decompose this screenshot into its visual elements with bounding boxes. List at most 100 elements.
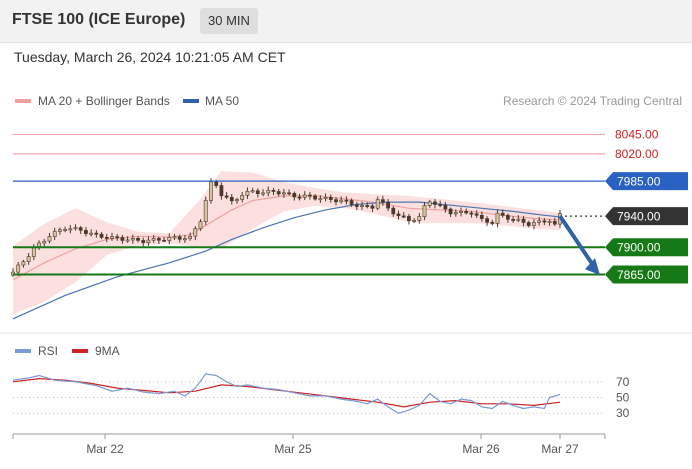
candle-body <box>235 199 239 202</box>
candle-body <box>427 201 432 206</box>
candle-body <box>130 238 135 241</box>
candle <box>209 178 213 204</box>
ma-resistance-label: 7985.00 <box>617 175 661 189</box>
candle-body <box>365 205 370 208</box>
candle-body <box>110 236 114 239</box>
candle <box>157 236 161 245</box>
candle <box>84 227 88 237</box>
candle-body <box>281 192 286 195</box>
candle-body <box>287 192 292 195</box>
candle-body <box>422 205 427 218</box>
candle <box>78 225 83 235</box>
candle <box>125 236 130 243</box>
candle <box>422 201 427 221</box>
candle-body <box>552 221 557 225</box>
candle <box>297 193 302 201</box>
ma9-legend-label: 9MA <box>95 344 120 358</box>
forecast-arrow <box>558 214 600 276</box>
candle <box>386 199 391 212</box>
candle <box>177 234 182 243</box>
price-plot <box>11 171 562 320</box>
forecast-arrow-shaft <box>558 214 595 267</box>
support-label-box <box>605 265 688 284</box>
candle-body <box>177 236 182 240</box>
rsi-legend-label: RSI <box>38 344 58 358</box>
chart-header: FTSE 100 (ICE Europe) 30 MIN <box>0 0 692 43</box>
ma20-legend-label: MA 20 + Bollinger Bands <box>38 94 170 108</box>
candle-body <box>360 205 364 208</box>
candle <box>73 224 78 231</box>
candle-body <box>84 230 88 234</box>
candle <box>396 210 401 220</box>
candle-body <box>375 199 380 209</box>
price-levels: 8045.00 8020.00 7985.00 7940.00 7900.00 7865.… <box>13 127 688 284</box>
candle-body <box>386 201 391 209</box>
level-7940.00: 7940.00 <box>560 207 688 226</box>
candle <box>360 201 364 210</box>
candle-body <box>302 194 307 198</box>
candle-body <box>433 201 437 205</box>
candle-body <box>537 220 542 223</box>
candle-body <box>505 215 510 220</box>
candle <box>505 213 510 223</box>
candle-body <box>141 240 146 243</box>
x-tick-label: Mar 27 <box>541 442 579 456</box>
instrument-title: FTSE 100 (ICE Europe) <box>12 11 186 28</box>
rsi-legend-swatch <box>15 349 31 353</box>
candle-body <box>271 190 276 192</box>
candle-body <box>479 215 484 219</box>
candle-body <box>52 231 57 237</box>
candle <box>240 191 245 203</box>
candle-body <box>172 236 177 239</box>
candle-body <box>151 238 156 241</box>
candle <box>193 226 198 241</box>
candle <box>162 236 167 242</box>
candle-body <box>511 219 516 221</box>
candle <box>287 189 292 196</box>
candle <box>167 233 172 245</box>
level-8045.00: 8045.00 <box>13 127 659 141</box>
candle-body <box>266 190 271 194</box>
candle <box>537 216 542 226</box>
rsi-line <box>12 373 561 414</box>
candle-body <box>78 227 83 231</box>
candle <box>417 212 422 224</box>
candle <box>443 201 448 213</box>
interval-badge[interactable]: 30 MIN <box>200 8 258 34</box>
candle <box>47 232 52 244</box>
candle <box>526 220 531 228</box>
candle-body <box>68 228 73 231</box>
candle-body <box>396 213 401 217</box>
candle-body <box>401 215 406 218</box>
candle-body <box>292 193 297 198</box>
candle <box>313 194 318 201</box>
candle <box>198 219 203 231</box>
level-8020.00: 8020.00 <box>13 147 659 161</box>
candle-body <box>240 195 245 200</box>
candle <box>235 197 239 204</box>
current-label-box <box>605 207 688 226</box>
candle <box>334 197 338 206</box>
candle-body <box>318 198 323 201</box>
ma20-legend-swatch <box>15 99 31 103</box>
candle <box>370 204 375 213</box>
candle-body <box>89 232 94 235</box>
candle <box>412 217 417 224</box>
candle <box>349 198 354 207</box>
candle <box>448 207 453 218</box>
candle-body <box>323 197 328 199</box>
rsi-tick-label: 50 <box>616 391 630 405</box>
rsi-legend: RSI 9MA <box>15 344 120 358</box>
candle <box>375 196 380 211</box>
candle <box>453 209 458 217</box>
resistance-label: 8020.00 <box>615 147 659 161</box>
candle <box>307 191 312 200</box>
candle-body <box>344 199 349 202</box>
candle-body <box>125 239 130 242</box>
candle-body <box>547 221 552 223</box>
candle-body <box>198 221 203 229</box>
candle <box>120 235 125 244</box>
candle <box>495 209 500 228</box>
candle <box>490 219 495 226</box>
